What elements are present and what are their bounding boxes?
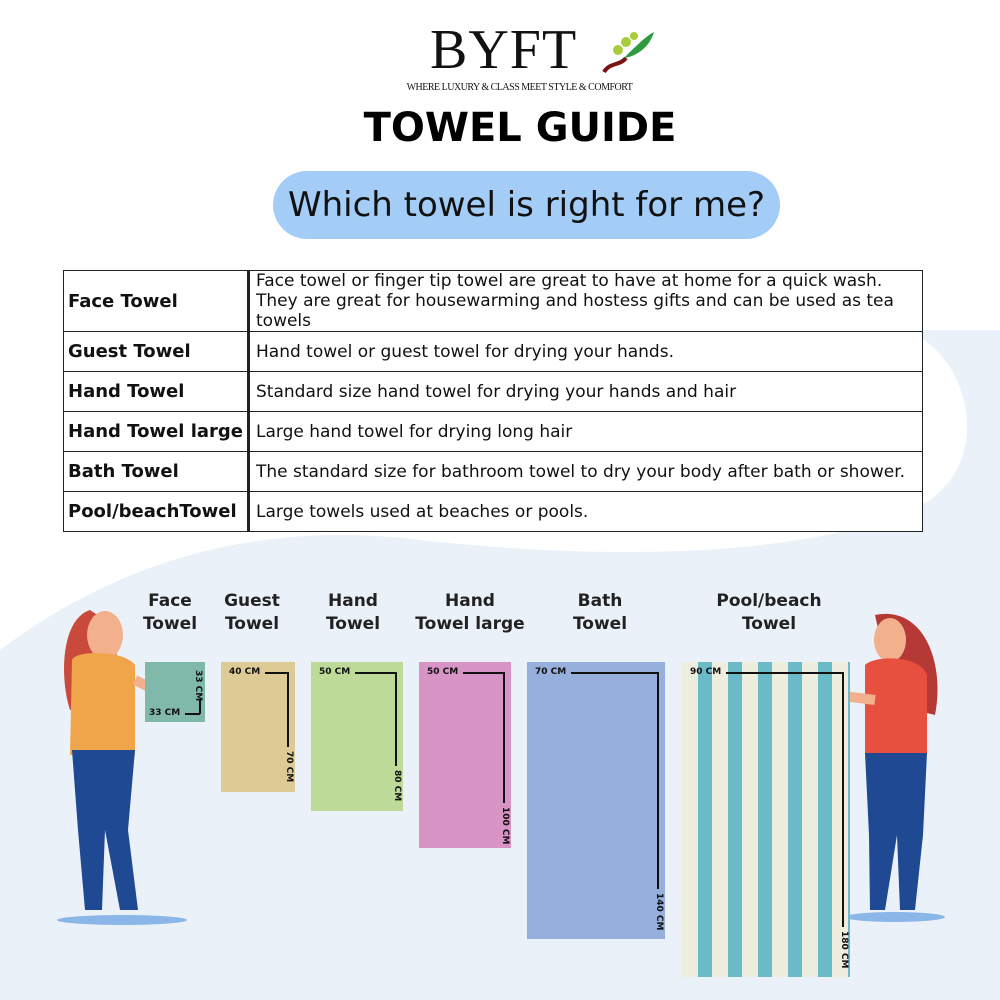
height-dimension: 180 CM	[839, 931, 849, 969]
towel-label: Bath Towel	[520, 590, 680, 636]
width-dimension: 70 CM	[535, 667, 567, 677]
towel-desc: Standard size hand towel for drying your…	[248, 371, 923, 412]
brand-tagline: WHERE LUXURY & CLASS MEET STYLE & COMFOR…	[406, 82, 633, 93]
height-dimension: 70 CM	[284, 751, 294, 783]
towel-name: Hand Towel	[63, 371, 250, 412]
width-dimension: 40 CM	[229, 667, 261, 677]
table-row: Hand Towel Standard size hand towel for d…	[63, 371, 923, 412]
table-row: Pool/beachTowel Large towels used at beac…	[63, 491, 923, 532]
leaf-logo-icon	[602, 32, 654, 74]
towel-swatch	[527, 662, 665, 939]
towel-swatch	[419, 662, 511, 848]
page-title: TOWEL GUIDE	[363, 105, 677, 151]
towel-label-line: Guest	[224, 591, 280, 611]
towel-table: Face Towel Face towel or finger tip towel…	[63, 270, 923, 532]
towel-label: Pool/beach Towel	[689, 590, 849, 636]
towel-label-line: Towel large	[415, 614, 525, 634]
towel-swatch	[145, 662, 205, 722]
towel-name: Hand Towel large	[63, 411, 250, 452]
towel-name: Face Towel	[63, 270, 250, 332]
towel-desc: Face towel or finger tip towel are great…	[248, 270, 923, 332]
desc-line: Face towel or finger tip towel are great…	[256, 271, 883, 291]
dimension-line	[355, 672, 395, 674]
width-dimension: 50 CM	[319, 667, 351, 677]
width-dimension: 33 CM	[149, 708, 181, 718]
towel-name: Bath Towel	[63, 451, 250, 492]
width-dimension: 50 CM	[427, 667, 459, 677]
towel-label-line: Pool/beach	[716, 591, 822, 611]
dimension-line	[657, 672, 659, 889]
table-row: Bath Towel The standard size for bathroom…	[63, 451, 923, 492]
towel-label-line: Towel	[741, 614, 797, 634]
towel-label-line: Face	[148, 591, 192, 611]
towel-label-line: Towel	[572, 614, 628, 634]
towel-desc: Hand towel or guest towel for drying you…	[248, 331, 923, 372]
towel-name: Guest Towel	[63, 331, 250, 372]
towel-desc: The standard size for bathroom towel to …	[248, 451, 923, 492]
towel-desc: Large towels used at beaches or pools.	[248, 491, 923, 532]
woman-left-illustration	[57, 610, 187, 925]
towel-label-line: Hand	[445, 591, 495, 611]
table-row: Hand Towel large Large hand towel for dry…	[63, 411, 923, 452]
desc-line: They are great for housewarming and host…	[256, 291, 894, 331]
height-dimension: 80 CM	[392, 770, 402, 802]
towel-swatch	[311, 662, 403, 811]
towel-swatch	[221, 662, 295, 792]
towel-label-line: Towel	[224, 614, 280, 634]
height-dimension: 33 CM	[193, 670, 203, 702]
dimension-line	[395, 672, 397, 766]
height-dimension: 140 CM	[654, 893, 664, 931]
towel-label: Hand Towel	[273, 590, 433, 636]
table-row: Face Towel Face towel or finger tip towel…	[63, 270, 923, 332]
towel-label-line: Hand	[328, 591, 378, 611]
dimension-line	[265, 672, 287, 674]
dimension-line	[726, 672, 842, 674]
dimension-line	[571, 672, 657, 674]
height-dimension: 100 CM	[500, 807, 510, 845]
width-dimension: 90 CM	[690, 667, 722, 677]
towel-label-line: Towel	[142, 614, 198, 634]
woman-right-illustration	[835, 613, 945, 922]
dimension-line	[199, 700, 201, 714]
towel-label: Hand Towel large	[390, 590, 550, 636]
towel-label-line: Towel	[325, 614, 381, 634]
towel-label: Guest Towel	[172, 590, 332, 636]
question-banner: Which towel is right for me?	[273, 171, 780, 239]
towel-swatch	[682, 662, 850, 977]
dimension-line	[185, 713, 200, 715]
towel-name: Pool/beachTowel	[63, 491, 250, 532]
towel-label-line: Bath	[577, 591, 623, 611]
dimension-line	[503, 672, 505, 803]
towel-label: Face Towel	[90, 590, 250, 636]
dimension-line	[842, 672, 844, 927]
dimension-line	[463, 672, 503, 674]
table-row: Guest Towel Hand towel or guest towel for…	[63, 331, 923, 372]
towel-desc: Large hand towel for drying long hair	[248, 411, 923, 452]
dimension-line	[287, 672, 289, 747]
brand-logo: BYFT	[430, 19, 578, 81]
